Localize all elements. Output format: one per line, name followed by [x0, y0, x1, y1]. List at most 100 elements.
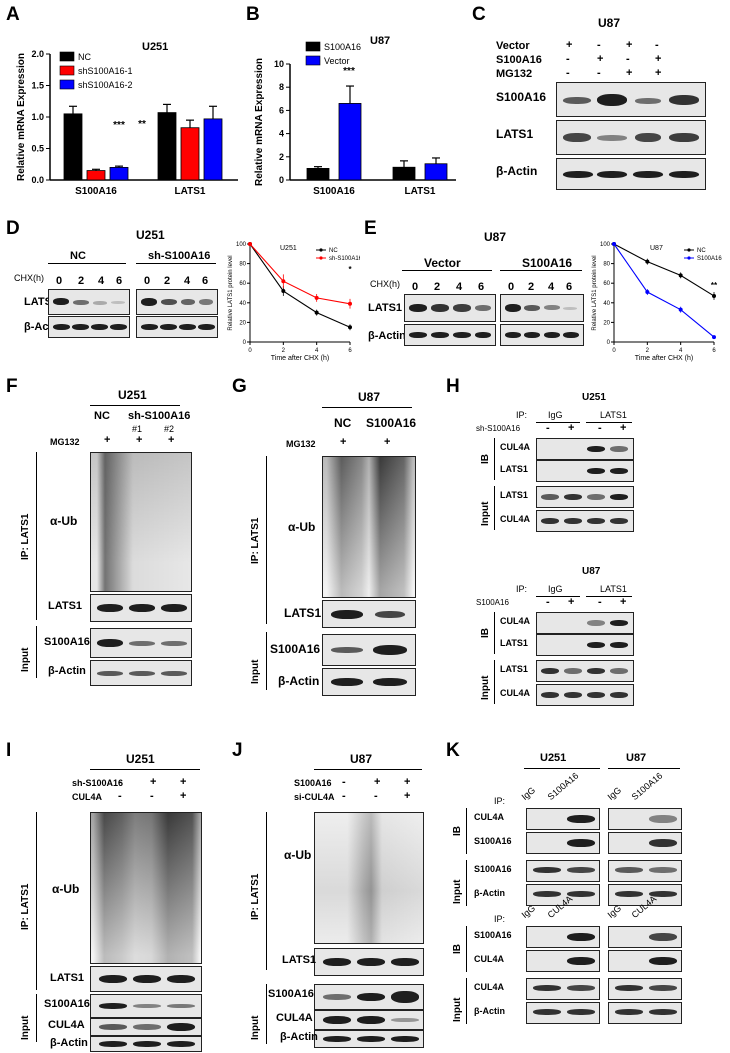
label-g-input: Input [250, 659, 261, 684]
treatment-label: S100A16 [496, 54, 542, 66]
y-tick-label: 40 [239, 301, 246, 307]
label-j-actin: β-Actin [280, 1031, 318, 1043]
bracket-ip [266, 812, 267, 970]
x-tick-label: 0 [612, 348, 616, 354]
band [615, 891, 643, 897]
data-point [348, 325, 352, 330]
significance-mark: *** [113, 120, 125, 131]
band [610, 668, 628, 674]
blot-label: CUL4A [500, 442, 531, 452]
treatment-label: MG132 [496, 68, 533, 80]
x-tick-label: S100A16 [75, 186, 117, 197]
blot-k-bottom-2-0 [526, 978, 600, 1000]
legend-label: shS100A16-1 [78, 66, 133, 76]
legend-label: sh-S100A16 [329, 256, 360, 262]
blot-k-top-0-0 [526, 808, 600, 830]
divider [586, 422, 632, 423]
ip-group: IgG [605, 785, 624, 802]
band [567, 839, 595, 847]
panel-d-cell-line: U251 [136, 228, 165, 242]
bar-chart-b: 0 2 4 6 8 10 Relative mRNA Expression U87 S100A1… [254, 35, 456, 197]
blot-k-top-1-0 [526, 832, 600, 854]
time-label: 0 [144, 275, 151, 287]
bracket-input [494, 486, 495, 530]
bracket-input [494, 660, 495, 704]
bracket-ip [36, 452, 37, 620]
label-i-input: Input [20, 1015, 31, 1040]
blot-f-lats1 [90, 594, 192, 622]
y-tick-label: 1.5 [31, 81, 44, 91]
blot-label: S100A16 [474, 930, 512, 940]
label-j-input: Input [250, 1015, 261, 1040]
blot-e-actin-vector [404, 324, 496, 346]
x-axis-label: Time after CHX (h) [271, 355, 329, 362]
cell-line-label: U251 [582, 392, 606, 403]
band [587, 642, 605, 648]
blot-label: LATS1 [500, 664, 528, 674]
y-tick-label: 100 [236, 242, 247, 248]
panel-f-sub2: #2 [164, 424, 175, 434]
y-tick-label: 4 [279, 129, 284, 139]
y-axis-label: Relative LATS1 protein level [592, 255, 598, 330]
band [649, 957, 677, 965]
blot-g-actin [322, 668, 416, 696]
panel-letter-c: C [472, 4, 486, 25]
legend-label: NC [697, 248, 706, 254]
ip-label: IP: [516, 410, 528, 420]
panel-f-cell-line: U251 [118, 388, 147, 402]
y-axis-label: Relative mRNA Expression [16, 53, 27, 181]
ip-label: IP: [494, 914, 506, 924]
significance-mark: * [348, 265, 352, 274]
band [615, 985, 643, 991]
time-label: 6 [116, 275, 123, 287]
treatment-mark: + [655, 53, 662, 65]
band [610, 518, 628, 524]
blot-i-actin [90, 1036, 202, 1052]
treatment-mark: + [404, 790, 411, 802]
panel-d-group-nc: NC [70, 250, 86, 262]
x-tick-label: LATS1 [405, 186, 436, 197]
chart-title: U251 [142, 41, 168, 53]
bracket-ib [494, 438, 495, 480]
panel-j-cell-line: U87 [350, 752, 373, 766]
legend-label: S100A16 [324, 42, 361, 52]
legend-marker [319, 248, 323, 252]
label-f-lats1: LATS1 [48, 600, 83, 612]
legend-label: S100A16 [697, 256, 722, 262]
blot-h-top-0 [536, 438, 634, 460]
band [533, 891, 561, 897]
blot-f-ub [90, 452, 192, 592]
time-label: 2 [164, 275, 171, 287]
x-tick-label: 4 [679, 348, 683, 354]
ib-label: IB [452, 826, 463, 836]
chart-title: U87 [650, 245, 663, 252]
mark: + [384, 436, 391, 448]
treatment-mark: - [546, 596, 550, 608]
blot-label: CUL4A [474, 812, 505, 822]
band [649, 815, 677, 823]
blot-i-s100a16 [90, 994, 202, 1018]
divider [524, 768, 600, 769]
ip-group: IgG [519, 785, 538, 802]
time-label: 6 [566, 281, 573, 293]
ip-group: LATS1 [600, 410, 627, 420]
legend-label: Vector [324, 56, 350, 66]
blot-j-cul4a [314, 1010, 424, 1030]
treatment-mark: + [150, 776, 157, 788]
time-label: 4 [184, 275, 191, 287]
blot-c-s100a16 [556, 82, 706, 117]
data-point [712, 293, 716, 298]
treatment-mark: + [597, 53, 604, 65]
x-tick-label: S100A16 [313, 186, 355, 197]
treatment-mark: + [626, 39, 633, 51]
treatment-mark: - [566, 67, 570, 79]
panel-f-group-nc: NC [94, 410, 110, 422]
divider [608, 768, 680, 769]
legend-swatch [305, 55, 321, 66]
legend-marker [319, 256, 323, 260]
ip-group: IgG [548, 410, 563, 420]
legend-swatch [59, 79, 75, 90]
panel-g-cell-line: U87 [358, 390, 381, 404]
y-tick-label: 0 [279, 175, 284, 185]
treatment-label: S100A16 [476, 598, 509, 607]
